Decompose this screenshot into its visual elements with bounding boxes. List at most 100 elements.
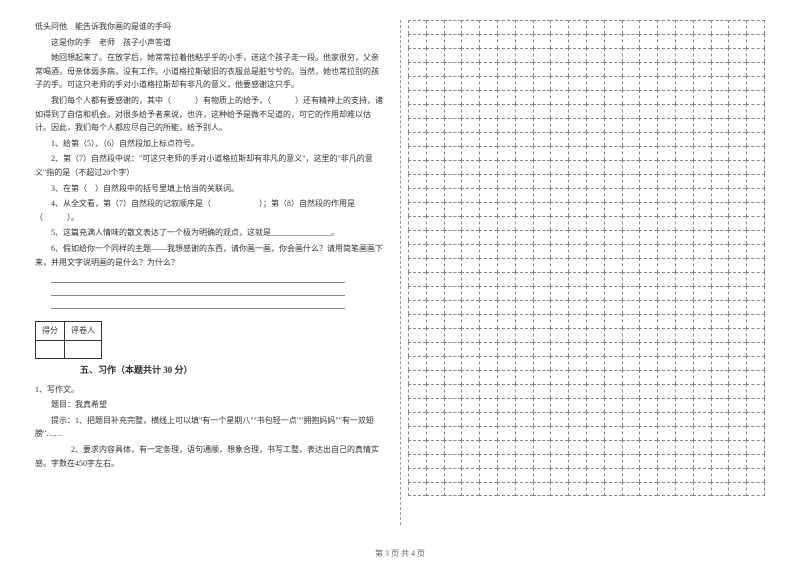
grid-cell	[479, 328, 497, 342]
grid-cell	[604, 454, 622, 468]
grid-cell	[461, 216, 479, 230]
grid-cell	[515, 300, 533, 314]
grid-cell	[533, 454, 551, 468]
grid-cell	[639, 314, 657, 328]
grid-cell	[586, 412, 604, 426]
grid-cell	[515, 90, 533, 104]
grid-cell	[711, 454, 729, 468]
grid-cell	[693, 216, 711, 230]
grid-row	[408, 34, 765, 48]
grid-cell	[675, 314, 693, 328]
score-box: 得分 评卷人	[35, 321, 385, 359]
grid-cell	[657, 76, 675, 90]
grid-cell	[444, 440, 462, 454]
grid-cell	[461, 314, 479, 328]
grid-cell	[711, 188, 729, 202]
grid-row	[408, 118, 765, 132]
answer-blank-lines	[51, 273, 385, 309]
grid-cell	[515, 146, 533, 160]
grid-cell	[408, 482, 426, 496]
grid-row	[408, 202, 765, 216]
grid-cell	[479, 356, 497, 370]
grid-cell	[711, 48, 729, 62]
grid-cell	[586, 118, 604, 132]
grid-cell	[533, 76, 551, 90]
grid-cell	[622, 34, 640, 48]
grid-cell	[586, 286, 604, 300]
grid-cell	[550, 174, 568, 188]
grid-cell	[568, 20, 586, 34]
grid-cell	[533, 188, 551, 202]
grid-cell	[444, 356, 462, 370]
grid-row	[408, 426, 765, 440]
grid-cell	[675, 412, 693, 426]
grid-cell	[639, 440, 657, 454]
grid-cell	[711, 62, 729, 76]
grid-cell	[604, 244, 622, 258]
grid-cell	[746, 314, 765, 328]
grid-cell	[479, 244, 497, 258]
grid-cell	[675, 90, 693, 104]
writing-grid	[408, 20, 765, 496]
grid-cell	[604, 314, 622, 328]
grid-cell	[746, 272, 765, 286]
grid-cell	[604, 174, 622, 188]
grid-cell	[746, 216, 765, 230]
grid-cell	[533, 342, 551, 356]
grid-cell	[728, 300, 746, 314]
grid-cell	[693, 188, 711, 202]
grid-cell	[444, 48, 462, 62]
grid-cell	[711, 342, 729, 356]
grid-cell	[604, 426, 622, 440]
grid-cell	[711, 272, 729, 286]
grid-cell	[426, 328, 444, 342]
grid-cell	[426, 90, 444, 104]
grid-cell	[693, 426, 711, 440]
grid-cell	[639, 454, 657, 468]
grid-cell	[586, 146, 604, 160]
reviewer-label: 评卷人	[65, 322, 102, 341]
grid-cell	[461, 258, 479, 272]
grid-cell	[746, 244, 765, 258]
grid-cell	[639, 244, 657, 258]
grid-cell	[657, 286, 675, 300]
grid-cell	[533, 20, 551, 34]
grid-cell	[461, 62, 479, 76]
grid-cell	[426, 118, 444, 132]
grid-cell	[533, 62, 551, 76]
grid-cell	[479, 258, 497, 272]
grid-cell	[461, 468, 479, 482]
grid-row	[408, 216, 765, 230]
grid-cell	[461, 132, 479, 146]
grid-cell	[497, 482, 515, 496]
grid-cell	[728, 328, 746, 342]
grid-cell	[586, 342, 604, 356]
grid-cell	[550, 118, 568, 132]
grid-cell	[622, 286, 640, 300]
question-2: 2、第（7）自然段中说："可这只老师的手对小道格拉斯却有非凡的意义"，这里的"非…	[35, 152, 385, 179]
grid-cell	[693, 202, 711, 216]
grid-cell	[515, 132, 533, 146]
grid-cell	[568, 76, 586, 90]
grid-cell	[533, 34, 551, 48]
grid-cell	[497, 356, 515, 370]
grid-cell	[657, 118, 675, 132]
grid-cell	[622, 412, 640, 426]
grid-row	[408, 48, 765, 62]
grid-cell	[746, 468, 765, 482]
grid-cell	[408, 20, 426, 34]
grid-cell	[426, 426, 444, 440]
grid-cell	[550, 342, 568, 356]
grid-cell	[497, 132, 515, 146]
grid-cell	[568, 328, 586, 342]
grid-cell	[444, 482, 462, 496]
grid-cell	[693, 258, 711, 272]
grid-cell	[533, 244, 551, 258]
grid-cell	[550, 258, 568, 272]
grid-cell	[408, 412, 426, 426]
grid-cell	[461, 118, 479, 132]
grid-cell	[746, 482, 765, 496]
grid-cell	[746, 62, 765, 76]
grid-cell	[444, 286, 462, 300]
grid-cell	[728, 132, 746, 146]
